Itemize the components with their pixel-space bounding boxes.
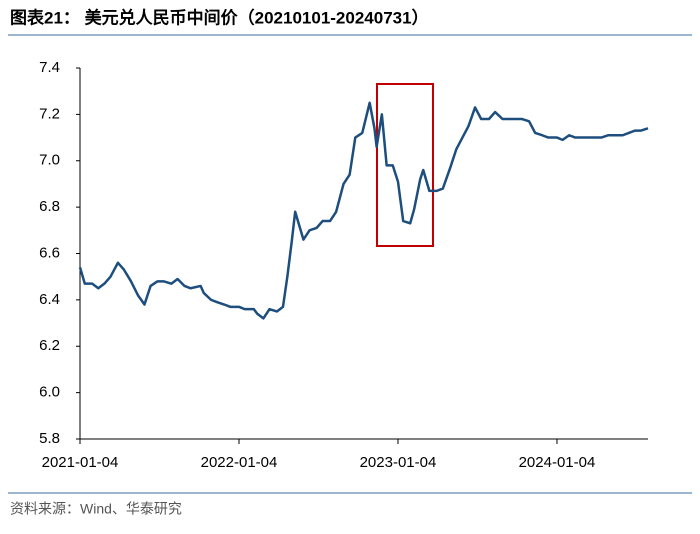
x-tick-label: 2023-01-04 xyxy=(360,454,437,471)
y-tick-label: 6.4 xyxy=(39,291,60,308)
x-tick-label: 2022-01-04 xyxy=(201,454,278,471)
y-tick-label: 7.4 xyxy=(39,59,60,76)
highlight-box xyxy=(376,83,434,247)
y-tick-label: 6.0 xyxy=(39,384,60,401)
y-tick-label: 6.2 xyxy=(39,337,60,354)
source-note: 资料来源：Wind、华泰研究 xyxy=(10,501,182,517)
x-tick-label: 2024-01-04 xyxy=(519,454,596,471)
y-tick-label: 5.8 xyxy=(39,430,60,447)
y-tick-label: 7.0 xyxy=(39,152,60,169)
y-tick-label: 6.8 xyxy=(39,198,60,215)
x-tick-label: 2021-01-04 xyxy=(42,454,119,471)
chart-title: 图表21： 美元兑人民币中间价（20210101-20240731） xyxy=(10,7,429,27)
y-tick-label: 6.6 xyxy=(39,244,60,261)
data-line xyxy=(78,101,649,320)
y-tick-label: 7.2 xyxy=(39,105,60,122)
